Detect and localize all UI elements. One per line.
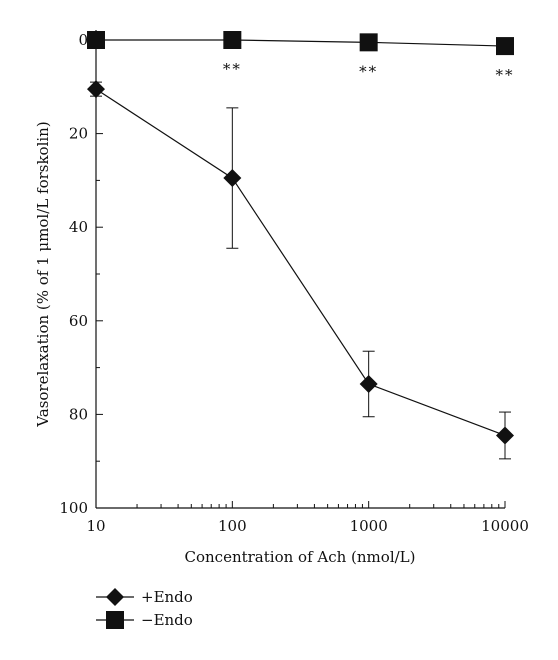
legend-label-plus-endo: +Endo: [141, 588, 193, 606]
x-axis-title: Concentration of Ach (nmol/L): [185, 548, 416, 566]
significance-annotations: ** ** **: [223, 60, 515, 84]
series-line: [96, 39, 506, 47]
legend-label-minus-endo: −Endo: [141, 611, 193, 629]
y-tick-label: 0: [78, 31, 88, 49]
y-tick-label: 60: [69, 312, 88, 330]
y-tick-label: 100: [59, 499, 88, 517]
y-axis-ticks: 0 20 40 60 80 100: [59, 31, 103, 517]
series-minus-endo: [87, 31, 514, 56]
significance-mark: **: [223, 60, 242, 78]
significance-mark: **: [496, 66, 515, 84]
series-plus-endo: [87, 80, 514, 460]
diamond-marker: [87, 80, 105, 99]
legend-square-marker: [106, 611, 124, 629]
square-marker: [496, 37, 514, 56]
diamond-marker: [496, 426, 514, 445]
axes: [95, 30, 505, 509]
x-tick-label: 100: [218, 517, 247, 535]
y-tick-label: 40: [69, 218, 88, 236]
x-tick-label: 10: [86, 517, 105, 535]
x-tick-label: 1000: [350, 517, 388, 535]
series-line: [95, 88, 506, 437]
diamond-marker: [359, 374, 378, 393]
diamond-marker: [223, 169, 242, 188]
series-layer: [87, 31, 514, 460]
significance-mark: **: [359, 62, 378, 80]
legend-item-minus-endo: −Endo: [96, 611, 193, 629]
y-axis-title: Vasorelaxation (% of 1 μmol/L forskolin): [34, 121, 52, 427]
x-axis-ticks: 10 100 1000 10000: [86, 501, 529, 535]
square-marker: [223, 31, 242, 49]
square-marker: [359, 33, 378, 52]
y-tick-label: 80: [69, 405, 88, 423]
y-tick-label: 20: [69, 125, 88, 143]
legend-item-plus-endo: +Endo: [96, 588, 193, 606]
square-marker: [87, 31, 105, 49]
legend: +Endo −Endo: [96, 588, 193, 629]
x-tick-label: 10000: [481, 517, 529, 535]
legend-diamond-marker: [106, 588, 124, 606]
